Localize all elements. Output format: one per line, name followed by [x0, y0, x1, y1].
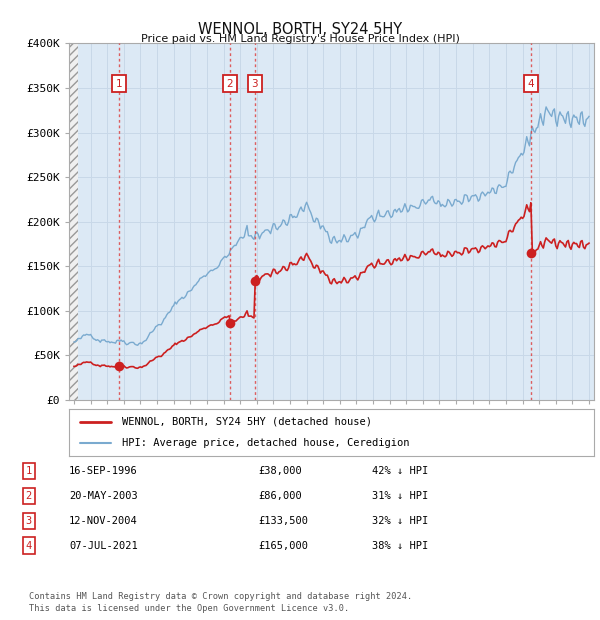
- Text: £133,500: £133,500: [258, 516, 308, 526]
- Text: 1: 1: [116, 79, 122, 89]
- Text: £165,000: £165,000: [258, 541, 308, 551]
- Text: WENNOL, BORTH, SY24 5HY (detached house): WENNOL, BORTH, SY24 5HY (detached house): [121, 417, 371, 427]
- Text: 4: 4: [26, 541, 32, 551]
- Bar: [69, 43, 78, 400]
- Text: 32% ↓ HPI: 32% ↓ HPI: [372, 516, 428, 526]
- Text: 2: 2: [26, 491, 32, 501]
- Text: Price paid vs. HM Land Registry's House Price Index (HPI): Price paid vs. HM Land Registry's House …: [140, 34, 460, 44]
- Text: 2: 2: [227, 79, 233, 89]
- Text: 07-JUL-2021: 07-JUL-2021: [69, 541, 138, 551]
- Text: £86,000: £86,000: [258, 491, 302, 501]
- Text: HPI: Average price, detached house, Ceredigion: HPI: Average price, detached house, Cere…: [121, 438, 409, 448]
- Text: 12-NOV-2004: 12-NOV-2004: [69, 516, 138, 526]
- Text: 3: 3: [251, 79, 258, 89]
- Text: 31% ↓ HPI: 31% ↓ HPI: [372, 491, 428, 501]
- Text: 16-SEP-1996: 16-SEP-1996: [69, 466, 138, 476]
- Text: Contains HM Land Registry data © Crown copyright and database right 2024.
This d: Contains HM Land Registry data © Crown c…: [29, 591, 412, 613]
- Text: 4: 4: [528, 79, 535, 89]
- Text: WENNOL, BORTH, SY24 5HY: WENNOL, BORTH, SY24 5HY: [198, 22, 402, 37]
- Text: £38,000: £38,000: [258, 466, 302, 476]
- Text: 3: 3: [26, 516, 32, 526]
- Text: 42% ↓ HPI: 42% ↓ HPI: [372, 466, 428, 476]
- Text: 38% ↓ HPI: 38% ↓ HPI: [372, 541, 428, 551]
- Text: 20-MAY-2003: 20-MAY-2003: [69, 491, 138, 501]
- Text: 1: 1: [26, 466, 32, 476]
